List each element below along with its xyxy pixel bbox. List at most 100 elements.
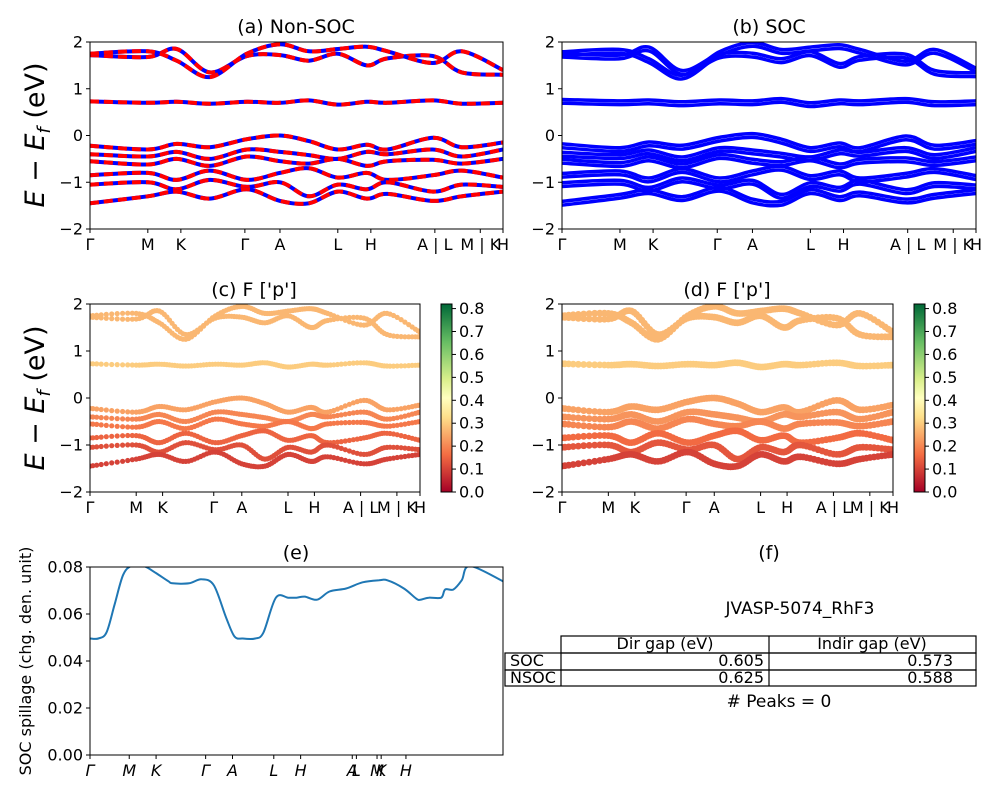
band-point [350, 410, 356, 416]
band-point [331, 420, 337, 426]
band-point [394, 422, 400, 428]
y-tick-label: 1 [73, 79, 83, 98]
band-point [98, 422, 104, 428]
band-point [574, 422, 582, 429]
band-point [114, 316, 120, 322]
kpoint-label: L [756, 498, 765, 517]
band-point [334, 361, 341, 368]
colorbar-tick-label: 0.8 [932, 299, 957, 318]
band-point [569, 421, 577, 429]
band-point [398, 317, 404, 323]
band-point [569, 360, 577, 368]
kpoint-label: K [157, 498, 168, 517]
kpoint-label: M | K [933, 235, 973, 254]
gap-table: Dir gap (eV) Indir gap (eV) SOC 0.605 0.… [504, 634, 977, 687]
kpoint-label: K [648, 235, 659, 254]
panel-a-y-ticks: 2 1 0 −1 −2 [59, 33, 90, 239]
panel-c-ylabel: E − Ef (eV) [20, 326, 55, 471]
band-point [94, 406, 100, 412]
panel-e-y-ticks: 0.08 0.06 0.04 0.02 0.00 [47, 558, 90, 765]
band-point [417, 362, 420, 368]
band-point [103, 315, 109, 321]
band-line [562, 44, 976, 81]
band-point [334, 439, 341, 445]
band-point [109, 311, 115, 317]
band-line [562, 152, 976, 166]
band-point [398, 334, 404, 340]
band-point [129, 424, 135, 430]
band-point [574, 433, 582, 441]
band-point [394, 415, 400, 421]
band-point [591, 309, 599, 317]
y-tick-label: 1 [545, 79, 555, 98]
colorbar-tick-label: 0.4 [932, 391, 957, 410]
band-point [94, 434, 100, 441]
band-point [569, 414, 577, 421]
band-point [94, 414, 100, 420]
band-point [574, 360, 582, 368]
colorbar-tick-label: 0.5 [459, 368, 484, 387]
kpoint-label: L [352, 761, 361, 780]
band-point [350, 314, 356, 320]
band-point [129, 409, 135, 415]
kpoint-label: A | L [343, 498, 379, 517]
gap-table-soc-dir: 0.605 [718, 651, 764, 670]
band-point [338, 439, 344, 445]
band-point [120, 310, 126, 316]
kpoint-label: Γ [86, 235, 95, 254]
band-point [103, 461, 109, 467]
band-point [394, 333, 400, 339]
band-point [346, 360, 352, 366]
band-point [889, 401, 893, 409]
band-point [98, 406, 104, 413]
kpoint-label: A [236, 498, 247, 517]
band-point [569, 443, 577, 450]
band-point [109, 433, 115, 439]
band-line [90, 147, 503, 161]
band-point [580, 361, 588, 368]
colorbar-tick-label: 0.0 [932, 483, 957, 502]
band-point [394, 314, 400, 320]
band-line [562, 185, 976, 204]
band-point [569, 311, 577, 319]
band-point [120, 362, 126, 368]
kpoint-label: Γ [713, 235, 722, 254]
kpoint-label: Γ [682, 498, 691, 517]
band-line [562, 44, 976, 75]
band-point [585, 315, 593, 323]
band-point [585, 361, 593, 368]
band-point [580, 414, 588, 422]
band-point [342, 317, 348, 323]
band-point [569, 406, 577, 413]
panel-d-points [562, 304, 893, 471]
band-point [125, 362, 131, 368]
band-point [402, 319, 408, 325]
band-point [103, 422, 109, 428]
band-point [98, 415, 104, 421]
panel-c-colorbar-ticks: 0.8 0.7 0.6 0.5 0.4 0.3 0.2 0.1 0.0 [452, 299, 484, 502]
band-point [90, 406, 96, 412]
y-tick-label: −2 [59, 483, 83, 502]
band-point [90, 435, 96, 441]
band-line [562, 42, 976, 77]
band-line [562, 135, 976, 154]
band-point [574, 311, 582, 318]
colorbar-tick-label: 0.7 [459, 322, 484, 341]
y-tick-label: 2 [545, 33, 555, 52]
colorbar-tick-label: 0.7 [932, 322, 957, 341]
kpoint-label: L [269, 761, 278, 780]
band-point [398, 454, 404, 460]
gap-table-row-nsoc [504, 669, 977, 687]
band-point [346, 410, 352, 417]
band-point [889, 361, 893, 369]
band-point [129, 316, 135, 322]
colorbar-tick-label: 0.2 [459, 437, 484, 456]
panel-a-ylabel: E − Ef (eV) [20, 63, 55, 208]
panel-b-y-ticks: 2 1 0 −1 −2 [531, 33, 562, 239]
band-point [394, 363, 400, 369]
band-point [394, 432, 400, 438]
colorbar-tick-label: 0.1 [459, 460, 484, 479]
band-point [98, 434, 104, 440]
